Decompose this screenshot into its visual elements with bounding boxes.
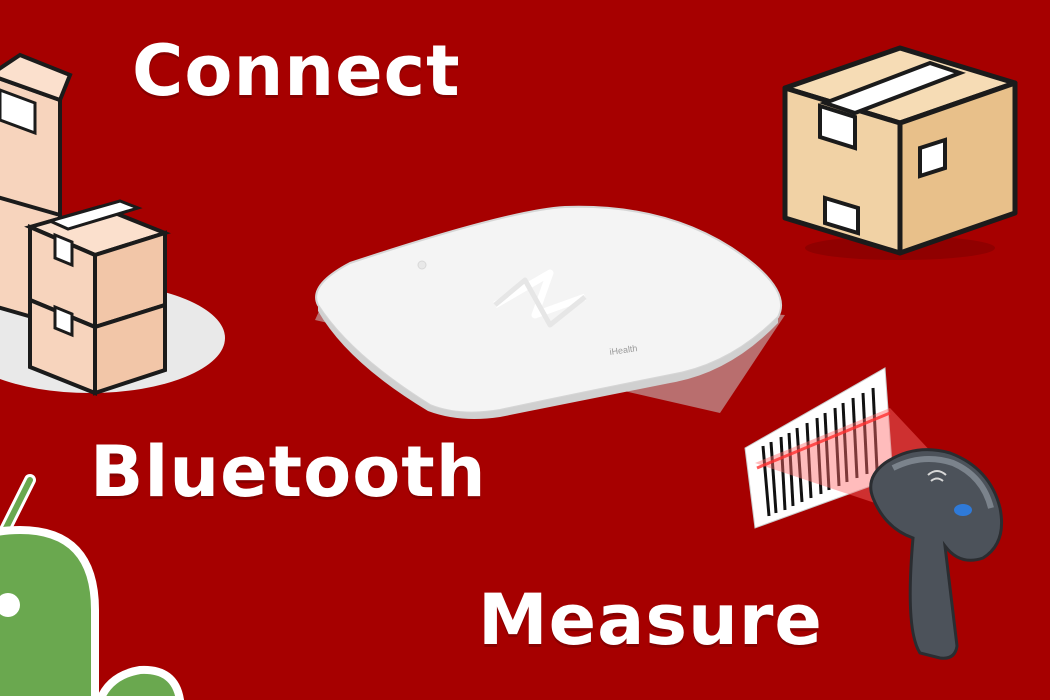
barcode-scanner-icon [744, 367, 1004, 660]
headline-bluetooth: Bluetooth [90, 431, 487, 513]
bluetooth-icon [493, 269, 587, 328]
cardboard-box-icon [782, 45, 1018, 260]
android-logo [0, 474, 185, 700]
scale-display-value: 524 [454, 242, 492, 270]
bluetooth-scale: 524 iHealth [315, 205, 785, 419]
headline-connect: Connect [132, 30, 461, 112]
stacked-boxes-icon [0, 52, 225, 396]
headline-measure: Measure [478, 579, 823, 661]
scale-brand-label: iHealth [609, 343, 638, 357]
